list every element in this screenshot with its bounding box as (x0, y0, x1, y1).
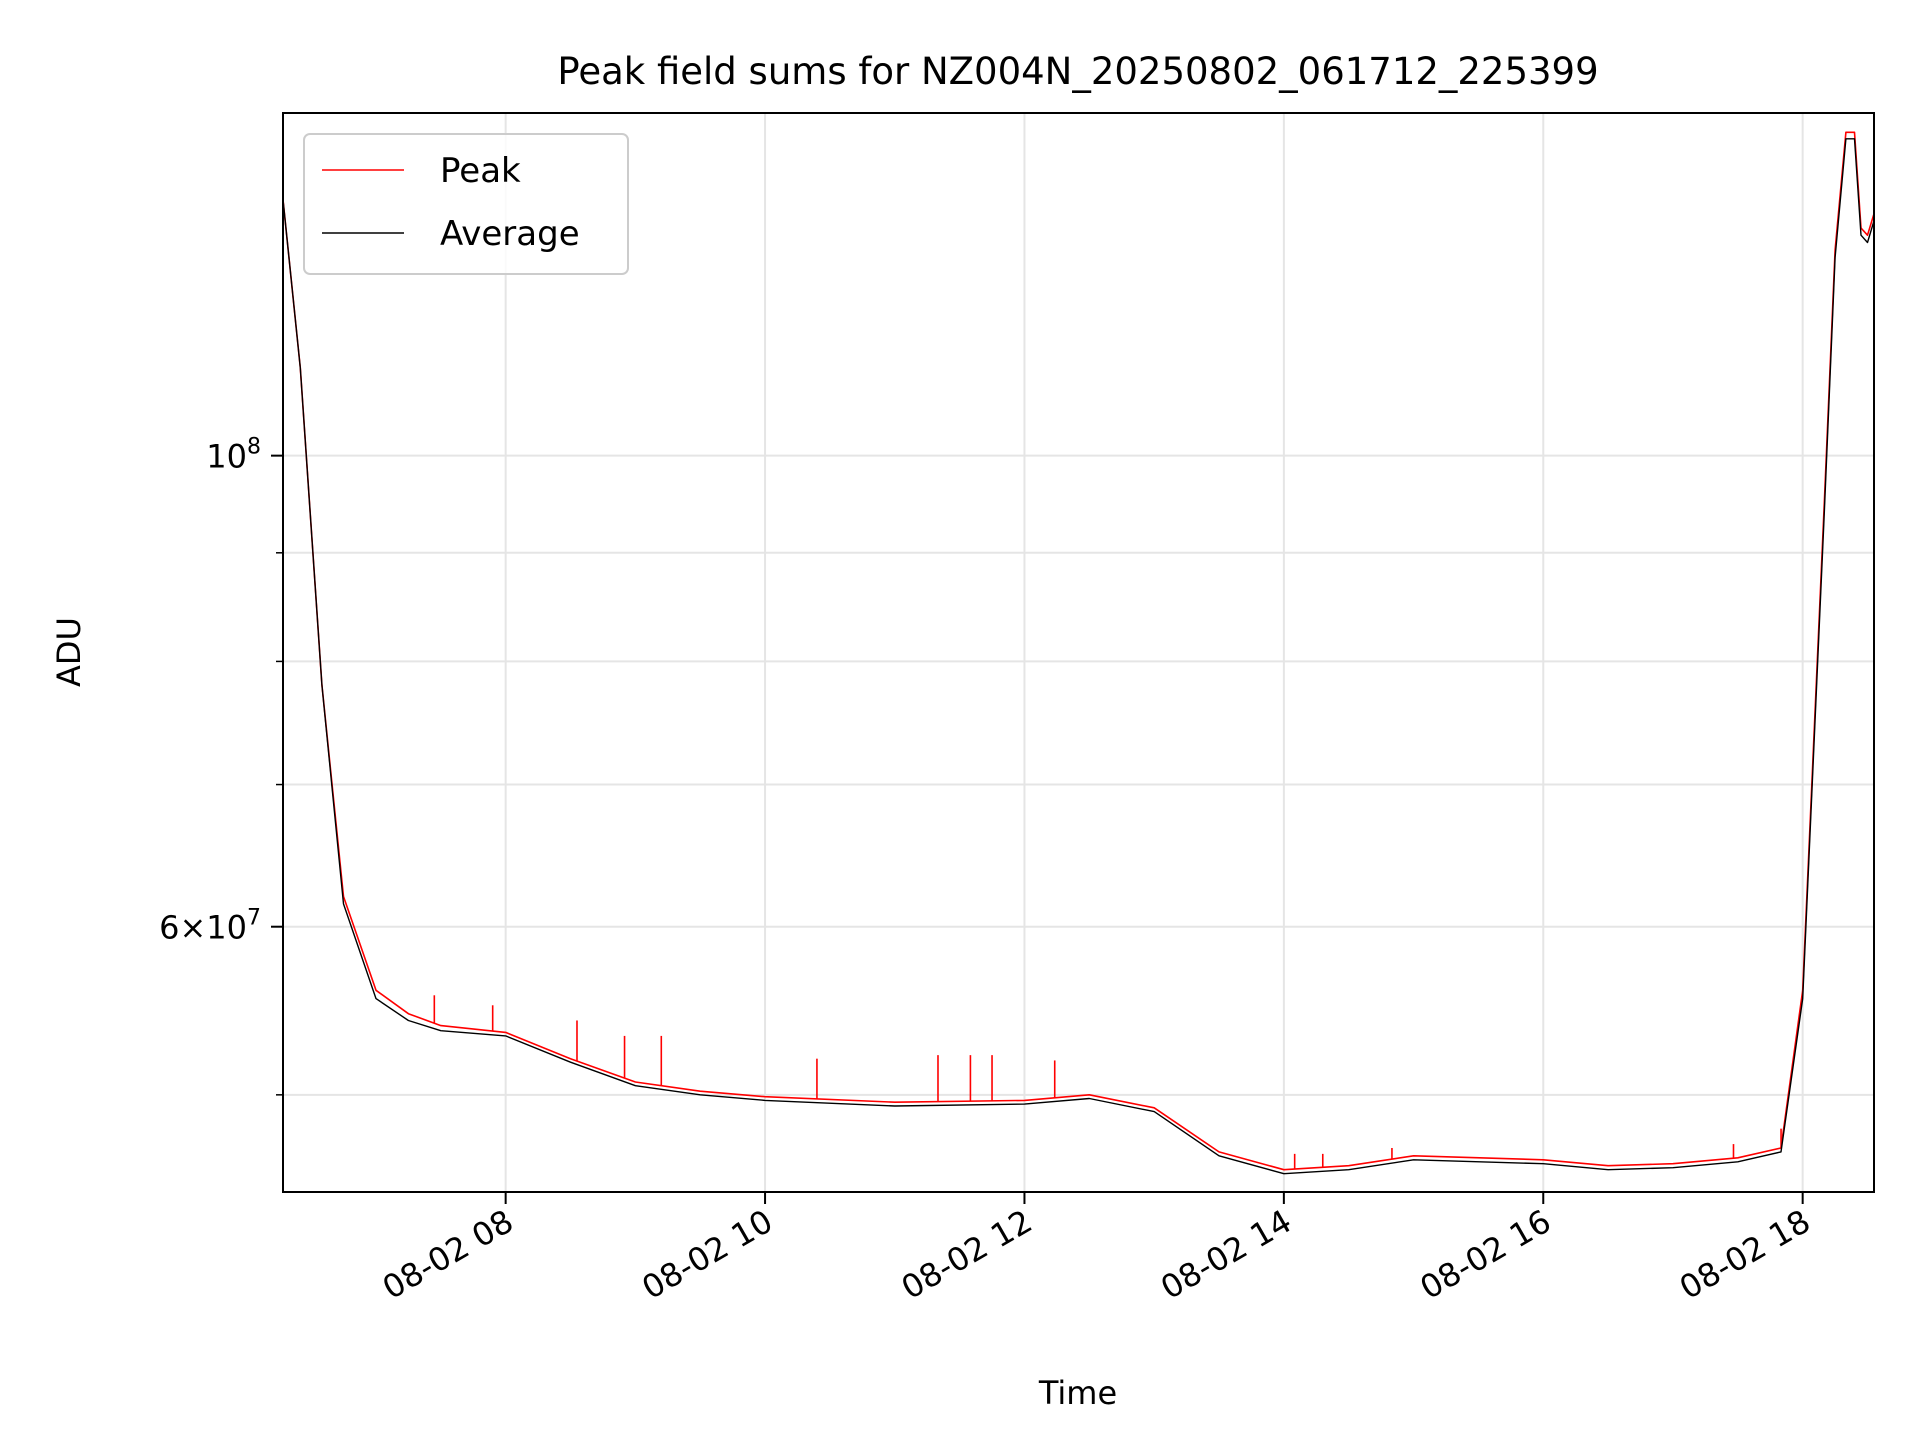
legend-label-average: Average (440, 214, 580, 254)
series-line-average (282, 138, 1875, 1175)
y-tick-label: 6×107 (159, 906, 261, 947)
legend: Peak Average (303, 133, 629, 275)
plot-frame (282, 112, 1875, 1193)
y-axis-label: ADU (50, 617, 88, 687)
legend-label-peak: Peak (440, 151, 521, 191)
x-axis-label: Time (1038, 1374, 1117, 1412)
plot-area (283, 113, 1874, 1192)
chart-title: Peak field sums for NZ004N_20250802_0617… (557, 50, 1598, 93)
grid (283, 113, 1874, 1192)
data-series (282, 131, 1875, 1175)
y-tick-label: 108 (206, 435, 261, 476)
legend-box (303, 133, 629, 275)
